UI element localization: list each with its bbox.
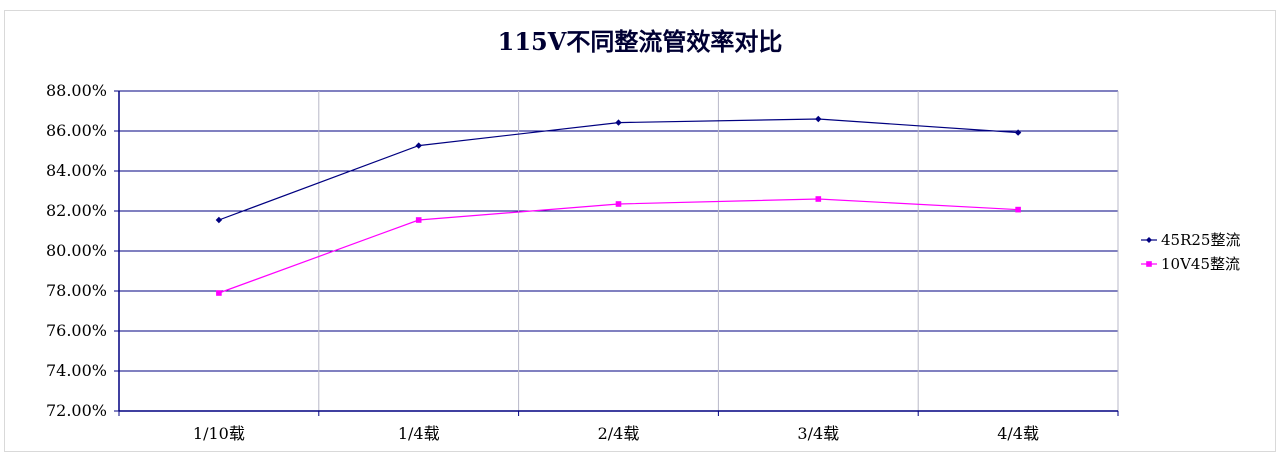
y-tick-label: 76.00%: [46, 321, 107, 340]
series-1: [215, 115, 1022, 224]
y-tick-label: 82.00%: [46, 201, 107, 220]
data-point-square: [815, 196, 822, 202]
legend-label: 10V45整流: [1161, 255, 1240, 273]
legend-label: 45R25整流: [1161, 231, 1240, 249]
grid: [119, 90, 1119, 412]
data-point-diamond: [1014, 129, 1022, 136]
series-line: [218, 198, 1019, 294]
x-tick-label: 3/4载: [797, 424, 839, 443]
data-point-diamond: [615, 119, 622, 126]
x-tick-label: 1/4载: [398, 424, 440, 443]
series-group: [215, 115, 1022, 296]
chart-frame: [4, 10, 1276, 452]
data-point-diamond: [815, 115, 822, 123]
chart-title: 115V不同整流管效率对比: [498, 27, 783, 56]
data-point-diamond: [215, 216, 223, 224]
legend-marker-diamond: [1146, 237, 1152, 243]
y-tick-label: 80.00%: [46, 241, 107, 260]
y-tick-label: 88.00%: [46, 81, 107, 100]
series-2: [216, 196, 1021, 296]
x-tick-label: 4/4载: [997, 424, 1039, 443]
y-tick-label: 84.00%: [46, 161, 107, 180]
y-tick-label: 72.00%: [46, 401, 107, 420]
data-point-square: [415, 217, 422, 223]
y-tick-label: 86.00%: [46, 121, 107, 140]
legend-item: 45R25整流: [1141, 231, 1240, 249]
data-point-square: [615, 201, 622, 207]
x-tick-label: 2/4载: [598, 424, 640, 443]
legend-item: 10V45整流: [1141, 255, 1240, 273]
axes: 72.00% 74.00% 76.00% 78.00% 80.00% 82.00% 84.0…: [46, 81, 1119, 443]
x-tick-label: 1/10载: [193, 424, 245, 443]
data-point-diamond: [415, 142, 422, 149]
data-point-square: [216, 290, 222, 296]
legend-marker-square: [1146, 261, 1152, 267]
legend: 45R25整流 10V45整流: [1141, 231, 1240, 273]
data-point-square: [1015, 206, 1021, 213]
y-tick-label: 78.00%: [46, 281, 107, 300]
y-tick-label: 74.00%: [46, 361, 107, 380]
